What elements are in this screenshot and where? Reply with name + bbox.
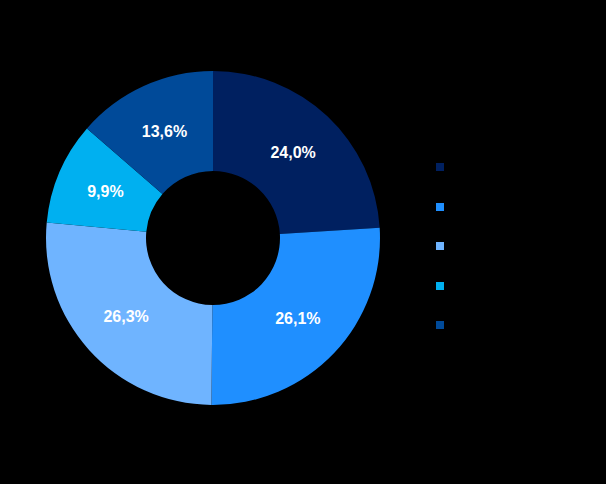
svg-text:9,9%: 9,9%: [87, 183, 123, 200]
svg-text:26,3%: 26,3%: [103, 308, 148, 325]
svg-text:13,6%: 13,6%: [142, 123, 187, 140]
svg-text:26,1%: 26,1%: [275, 310, 320, 327]
svg-text:24,0%: 24,0%: [270, 144, 315, 161]
